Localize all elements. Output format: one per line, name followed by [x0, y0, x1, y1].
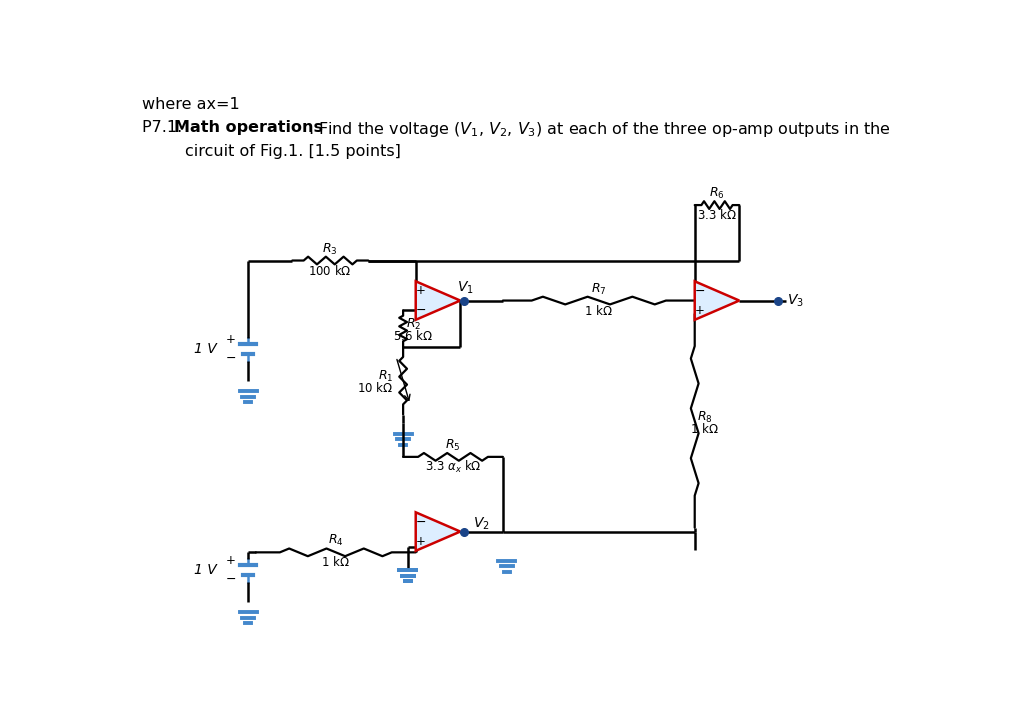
Polygon shape	[694, 281, 739, 320]
Text: $V_1$: $V_1$	[458, 280, 474, 297]
Text: 1 V: 1 V	[195, 342, 217, 356]
Text: where ax=1: where ax=1	[142, 97, 240, 113]
Text: +: +	[226, 554, 236, 567]
Text: −: −	[226, 573, 237, 586]
Text: 3.3 k$\Omega$: 3.3 k$\Omega$	[697, 208, 737, 222]
Text: +: +	[416, 285, 426, 297]
Text: +: +	[226, 333, 236, 346]
Text: 1 k$\Omega$: 1 k$\Omega$	[690, 421, 719, 435]
Text: 3.3 $\alpha_x$ k$\Omega$: 3.3 $\alpha_x$ k$\Omega$	[425, 459, 481, 475]
Text: $R_5$: $R_5$	[445, 438, 461, 453]
Text: 1 k$\Omega$: 1 k$\Omega$	[585, 304, 613, 318]
Text: $R_6$: $R_6$	[710, 186, 725, 201]
Text: +: +	[416, 535, 426, 548]
Text: 100 k$\Omega$: 100 k$\Omega$	[308, 263, 352, 278]
Text: . Find the voltage ($V_1$, $V_2$, $V_3$) at each of the three op-amp outputs in : . Find the voltage ($V_1$, $V_2$, $V_3$)…	[308, 120, 891, 139]
Text: $R_7$: $R_7$	[591, 282, 606, 297]
Text: $R_3$: $R_3$	[323, 241, 338, 256]
Text: +: +	[695, 304, 706, 316]
Text: −: −	[226, 352, 237, 365]
Text: Math operations: Math operations	[174, 120, 324, 135]
Text: circuit of Fig.1. [1.5 points]: circuit of Fig.1. [1.5 points]	[185, 144, 401, 159]
Text: 1 V: 1 V	[195, 563, 217, 577]
Text: $V_2$: $V_2$	[473, 515, 490, 532]
Text: 1 k$\Omega$: 1 k$\Omega$	[322, 555, 350, 569]
Text: P7.1.: P7.1.	[142, 120, 187, 135]
Text: −: −	[416, 304, 426, 316]
Text: −: −	[416, 515, 426, 528]
Text: $R_4$: $R_4$	[328, 533, 344, 549]
Text: $R_1$: $R_1$	[378, 370, 393, 384]
Polygon shape	[416, 513, 460, 551]
Polygon shape	[416, 281, 460, 320]
Text: $R_2$: $R_2$	[406, 317, 421, 332]
Text: $V_3$: $V_3$	[787, 292, 804, 309]
Text: −: −	[695, 285, 706, 297]
Text: 10 k$\Omega$: 10 k$\Omega$	[357, 382, 393, 395]
Text: $R_8$: $R_8$	[697, 409, 713, 425]
Text: 5.6 k$\Omega$: 5.6 k$\Omega$	[393, 329, 433, 343]
